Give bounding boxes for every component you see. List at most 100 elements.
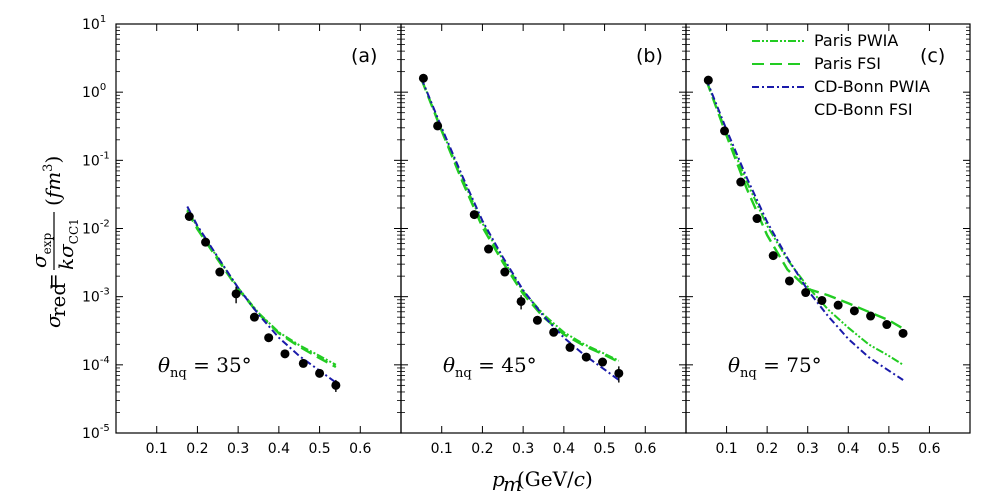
data-point xyxy=(703,75,713,85)
data-point xyxy=(532,315,542,325)
series-line-cd-bonn-pwia xyxy=(420,77,620,381)
data-point xyxy=(201,237,211,247)
data-point xyxy=(736,177,746,187)
x-tick-label: 0.3 xyxy=(512,441,534,457)
theta-value: = 45° xyxy=(472,353,537,377)
series-line-paris-pwia xyxy=(186,209,337,366)
data-point xyxy=(184,211,194,221)
data-point xyxy=(768,251,778,261)
theta-symbol: θ xyxy=(158,353,170,377)
data-point xyxy=(280,349,290,359)
data-point xyxy=(215,267,225,277)
data-point xyxy=(565,342,575,352)
data-point xyxy=(249,312,259,322)
x-tick-label: 0.2 xyxy=(186,441,208,457)
data-point xyxy=(516,296,526,306)
x-tick-label: 0.1 xyxy=(431,441,453,457)
x-tick-label: 0.5 xyxy=(593,441,615,457)
data-point xyxy=(720,126,730,136)
series-line-paris-pwia xyxy=(705,79,904,366)
data-point xyxy=(264,333,274,343)
data-point xyxy=(866,311,876,321)
theta-value: = 35° xyxy=(187,353,252,377)
theta-label: θnq = 35° xyxy=(158,353,252,381)
legend-label-paris-pwia: Paris PWIA xyxy=(814,31,898,50)
y-tick-label: 10-3 xyxy=(82,287,110,306)
data-point xyxy=(298,358,308,368)
x-axis-title-m-sub: m xyxy=(503,472,522,496)
x-tick-label: 0.3 xyxy=(797,441,819,457)
series-line-paris-fsi xyxy=(420,78,620,364)
y-tick-label: 10-5 xyxy=(82,423,110,442)
x-tick-label: 0.1 xyxy=(146,441,168,457)
panels: 0.1 0.2 0.3 0.4 0.5 0.6(a)θnq = 35°0.1 0.2 0.3 0… xyxy=(115,23,971,457)
theta-symbol: θ xyxy=(728,353,740,377)
data-point xyxy=(614,368,624,378)
panel-label: (b) xyxy=(636,45,663,67)
data-point xyxy=(315,368,325,378)
data-point xyxy=(500,267,510,277)
theta-subscript: nq xyxy=(170,366,187,381)
x-tick-label: 0.5 xyxy=(878,441,900,457)
theta-value: = 75° xyxy=(757,353,822,377)
y-axis-title-red-sub: red xyxy=(46,283,70,317)
y-axis-title: σ red = σexp kσCC1 (fm3) xyxy=(27,156,81,328)
series-line-paris-pwia xyxy=(420,77,620,362)
x-tick-label: 0.4 xyxy=(553,441,575,457)
data-point xyxy=(752,214,762,224)
x-axis-title-units: (GeV/c) xyxy=(517,467,593,491)
data-point xyxy=(549,327,559,337)
y-axis-title-numerator: σexp xyxy=(27,232,54,268)
x-tick-label: 0.5 xyxy=(308,441,330,457)
y-tick-label: 10-1 xyxy=(82,150,110,169)
x-tick-label: 0.2 xyxy=(756,441,778,457)
series-line-cd-bonn-pwia xyxy=(186,206,337,384)
x-tick-label: 0.1 xyxy=(715,441,737,457)
theta-subscript: nq xyxy=(740,366,757,381)
theta-symbol: θ xyxy=(443,353,455,377)
data-point xyxy=(833,300,843,310)
legend-label-cd-bonn-pwia: CD-Bonn PWIA xyxy=(814,77,930,96)
data-point xyxy=(882,320,892,330)
panel-label: (a) xyxy=(351,45,377,67)
data-point xyxy=(469,210,479,220)
panel-a: 0.1 0.2 0.3 0.4 0.5 0.6 (a) θnq = 35° xyxy=(115,23,402,457)
y-axis-title-sigma-red: σ xyxy=(41,313,65,328)
theta-subscript: nq xyxy=(455,366,472,381)
y-tick-label: 100 xyxy=(82,82,106,101)
x-tick-label: 0.3 xyxy=(227,441,249,457)
x-tick-label: 0.6 xyxy=(918,441,940,457)
data-point xyxy=(817,295,827,305)
y-tick-label: 101 xyxy=(82,14,106,33)
theta-label: θnq = 45° xyxy=(443,353,537,381)
y-tick-label: 10-2 xyxy=(82,219,110,238)
y-tick-labels: 101 100 10-1 10-2 10-3 10-4 10-5 xyxy=(82,14,110,442)
panel-c: 0.1 0.2 0.3 0.4 0.5 0.6 (c) θnq = 75° xyxy=(685,23,971,457)
x-tick-label: 0.2 xyxy=(471,441,493,457)
y-axis-title-denominator: kσCC1 xyxy=(54,218,81,270)
data-point xyxy=(484,244,494,254)
x-tick-label: 0.6 xyxy=(634,441,656,457)
series-line-paris-fsi xyxy=(186,210,337,369)
legend: Paris PWIA Paris FSI CD-Bonn PWIA CD-Bonn F… xyxy=(752,31,930,119)
data-point xyxy=(784,276,794,286)
legend-label-paris-fsi: Paris FSI xyxy=(814,54,881,73)
data-point xyxy=(433,121,443,131)
data-point xyxy=(598,357,608,367)
y-axis-title-units: (fm3) xyxy=(41,156,65,206)
y-axis-title-equals: = xyxy=(41,273,65,290)
data-point xyxy=(849,306,859,316)
panel-b: 0.1 0.2 0.3 0.4 0.5 0.6 (b) θnq = 45° xyxy=(400,23,687,457)
x-tick-label: 0.6 xyxy=(349,441,371,457)
theta-label: θnq = 75° xyxy=(728,353,822,381)
x-axis-title-p: p xyxy=(492,467,505,491)
x-tick-label: 0.4 xyxy=(837,441,859,457)
data-point xyxy=(801,288,811,298)
data-point xyxy=(898,328,908,338)
data-point xyxy=(581,352,591,362)
x-tick-label: 0.4 xyxy=(268,441,290,457)
x-axis-title: p m (GeV/c) xyxy=(492,467,593,496)
data-point xyxy=(331,380,341,390)
data-point xyxy=(231,289,241,299)
